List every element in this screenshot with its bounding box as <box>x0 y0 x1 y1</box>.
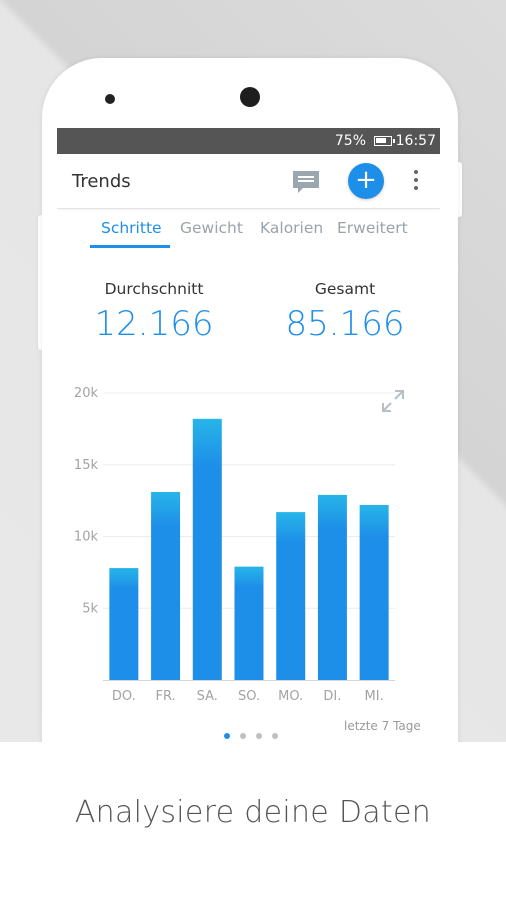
bar-mo[interactable] <box>276 512 306 680</box>
caption-panel <box>0 742 506 900</box>
expand-icon[interactable] <box>381 389 405 413</box>
y-tick-label: 20k <box>74 386 99 401</box>
phone-power-button <box>456 162 462 217</box>
x-tick-label: DO. <box>112 689 136 704</box>
bar-di[interactable] <box>317 494 347 680</box>
x-tick-label: SO. <box>238 689 260 704</box>
status-bar: 75% 16:57 <box>57 128 440 154</box>
total-label: Gesamt <box>314 280 376 298</box>
phone-sensor <box>105 94 115 104</box>
tab-erweitert[interactable]: Erweitert <box>337 219 408 237</box>
bar-so[interactable] <box>234 566 264 680</box>
battery-icon <box>374 136 395 146</box>
x-tick-label: SA. <box>197 689 218 704</box>
page-dot[interactable] <box>272 733 278 739</box>
x-tick-label: DI. <box>323 689 341 704</box>
y-tick-label: 15k <box>74 458 99 473</box>
page-dot[interactable] <box>224 733 230 739</box>
average-label: Durchschnitt <box>104 280 204 298</box>
app-bar: Trends + <box>57 154 440 209</box>
active-tab-indicator <box>90 245 170 248</box>
phone-camera <box>240 87 260 107</box>
bar-fr[interactable] <box>151 492 181 680</box>
x-tick-label: FR. <box>155 689 175 704</box>
status-clock: 16:57 <box>395 133 436 149</box>
tab-bar: Schritte Gewicht Kalorien Erweitert <box>57 208 440 248</box>
app-screen: 75% 16:57 Trends + Schritte Gewicht Kalo… <box>57 128 440 748</box>
tab-kalorien[interactable]: Kalorien <box>260 219 324 237</box>
bar-mi[interactable] <box>359 504 389 680</box>
x-tick-label: MO. <box>278 689 303 704</box>
battery-percentage: 75% <box>334 133 366 149</box>
x-tick-label: MI. <box>365 689 384 704</box>
page-dot[interactable] <box>256 733 262 739</box>
comment-icon[interactable] <box>292 170 320 194</box>
steps-bar-chart: 5k 10k 15k 20k DO. FR. SA. SO. MO. DI. MI. <box>74 386 395 704</box>
page-indicator <box>224 724 288 739</box>
tab-schritte[interactable]: Schritte <box>101 219 162 237</box>
page-title: Trends <box>72 171 131 192</box>
y-tick-label: 10k <box>74 530 99 545</box>
bar-do[interactable] <box>109 568 139 680</box>
phone-volume-button <box>38 215 44 350</box>
period-label: letzte 7 Tage <box>344 719 421 733</box>
y-tick-label: 5k <box>82 601 98 616</box>
average-value: 12.166 <box>94 304 214 344</box>
tab-gewicht[interactable]: Gewicht <box>180 219 243 237</box>
total-value: 85.166 <box>285 304 405 344</box>
add-entry-button[interactable]: + <box>348 163 384 199</box>
promo-caption: Analysiere deine Daten <box>74 795 432 830</box>
bar-sa[interactable] <box>192 418 222 680</box>
more-options-icon[interactable] <box>412 170 420 194</box>
page-dot[interactable] <box>240 733 246 739</box>
